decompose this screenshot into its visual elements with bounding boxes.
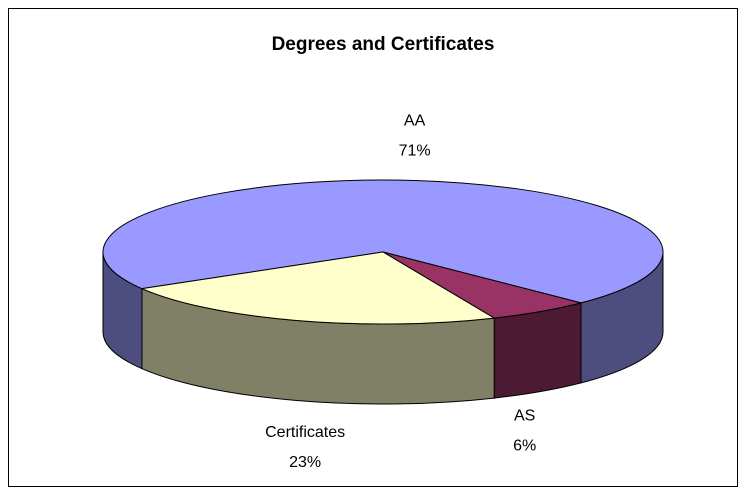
value-label: 6% — [513, 437, 536, 454]
category-label: Certificates — [265, 424, 345, 441]
slice-side — [493, 302, 582, 399]
value-label: 71% — [399, 142, 431, 159]
category-label: AS — [514, 407, 535, 424]
slice — [140, 251, 496, 325]
category-label: AA — [404, 112, 426, 129]
chart-title: Degrees and Certificates — [272, 34, 495, 55]
value-label: 23% — [289, 454, 321, 471]
slice — [102, 179, 664, 304]
